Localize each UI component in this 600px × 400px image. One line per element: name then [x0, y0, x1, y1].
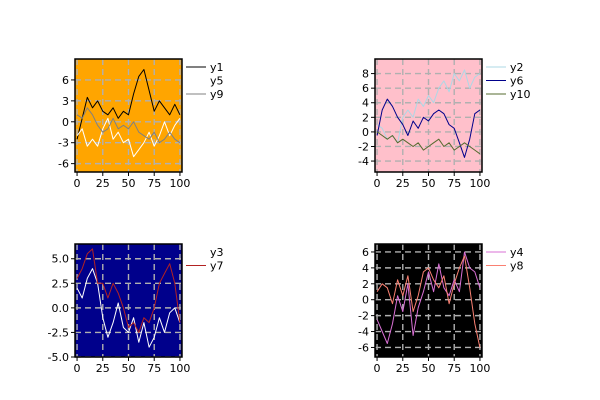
y-tick-label: 5.0	[52, 253, 70, 266]
y-tick-label: 0	[362, 126, 369, 139]
y-tick-label: 4	[362, 262, 369, 275]
x-tick-label: 50	[422, 177, 436, 190]
y-tick-label: 2.5	[52, 277, 70, 290]
x-tick-label: 75	[147, 362, 161, 375]
x-tick-label: 25	[96, 362, 110, 375]
x-tick-label: 50	[122, 362, 136, 375]
y-tick-label: 6	[62, 74, 69, 87]
x-tick-label: 75	[147, 177, 161, 190]
y-tick-label: -5.0	[48, 351, 69, 364]
series-line-y1	[76, 69, 181, 140]
legend-label-y2: y2	[510, 61, 524, 74]
series-line-y4	[376, 251, 481, 344]
series-line-y3	[76, 268, 181, 348]
legend-label-y4: y4	[510, 246, 524, 259]
x-tick-label: 25	[396, 177, 410, 190]
legend-label-y10: y10	[510, 88, 531, 101]
legend-label-y5: y5	[210, 75, 224, 88]
y-tick-label: 0	[362, 294, 369, 307]
y-tick-label: 0.0	[52, 302, 70, 315]
series-group	[76, 248, 181, 348]
series-group	[376, 69, 481, 158]
legend-label-y8: y8	[510, 260, 524, 273]
x-tick-label: 25	[396, 362, 410, 375]
y-tick-label: 4	[362, 97, 369, 110]
x-tick-label: 0	[374, 177, 381, 190]
series-line-y9	[76, 107, 181, 144]
x-tick-label: 100	[469, 177, 490, 190]
legend-label-y7: y7	[210, 260, 224, 273]
y-tick-label: -2.5	[48, 326, 69, 339]
y-tick-label: -4	[358, 155, 369, 168]
y-tick-label: -2	[358, 310, 369, 323]
y-tick-label: -2	[358, 140, 369, 153]
x-tick-label: 75	[447, 177, 461, 190]
plot-background	[75, 244, 182, 357]
x-tick-label: 0	[74, 177, 81, 190]
legend-label-y6: y6	[510, 75, 524, 88]
y-tick-label: 6	[362, 82, 369, 95]
y-tick-label: -6	[58, 158, 69, 171]
x-tick-label: 0	[74, 362, 81, 375]
series-line-y5	[76, 117, 181, 158]
x-tick-label: 100	[169, 362, 190, 375]
legend-label-y9: y9	[210, 88, 224, 101]
legend-label-y3: y3	[210, 246, 224, 259]
x-tick-label: 25	[96, 177, 110, 190]
x-tick-label: 100	[469, 362, 490, 375]
y-tick-label: 2	[362, 278, 369, 291]
legend-label-y1: y1	[210, 61, 224, 74]
y-tick-label: 0	[62, 116, 69, 129]
y-tick-label: 2	[362, 111, 369, 124]
series-group	[76, 69, 181, 158]
series-group	[376, 251, 481, 348]
y-tick-label: -6	[358, 341, 369, 354]
plot-background	[75, 59, 182, 172]
series-line-y8	[376, 255, 481, 348]
series-line-y7	[76, 248, 181, 333]
y-tick-label: -3	[58, 137, 69, 150]
x-tick-label: 50	[122, 177, 136, 190]
y-tick-label: 8	[362, 68, 369, 81]
series-line-y6	[376, 98, 481, 158]
y-tick-label: -4	[358, 326, 369, 339]
x-tick-label: 100	[169, 177, 190, 190]
y-tick-label: 6	[362, 246, 369, 259]
x-tick-label: 75	[447, 362, 461, 375]
x-tick-label: 0	[374, 362, 381, 375]
x-tick-label: 50	[422, 362, 436, 375]
y-tick-label: 3	[62, 95, 69, 108]
series-line-y10	[376, 131, 481, 155]
